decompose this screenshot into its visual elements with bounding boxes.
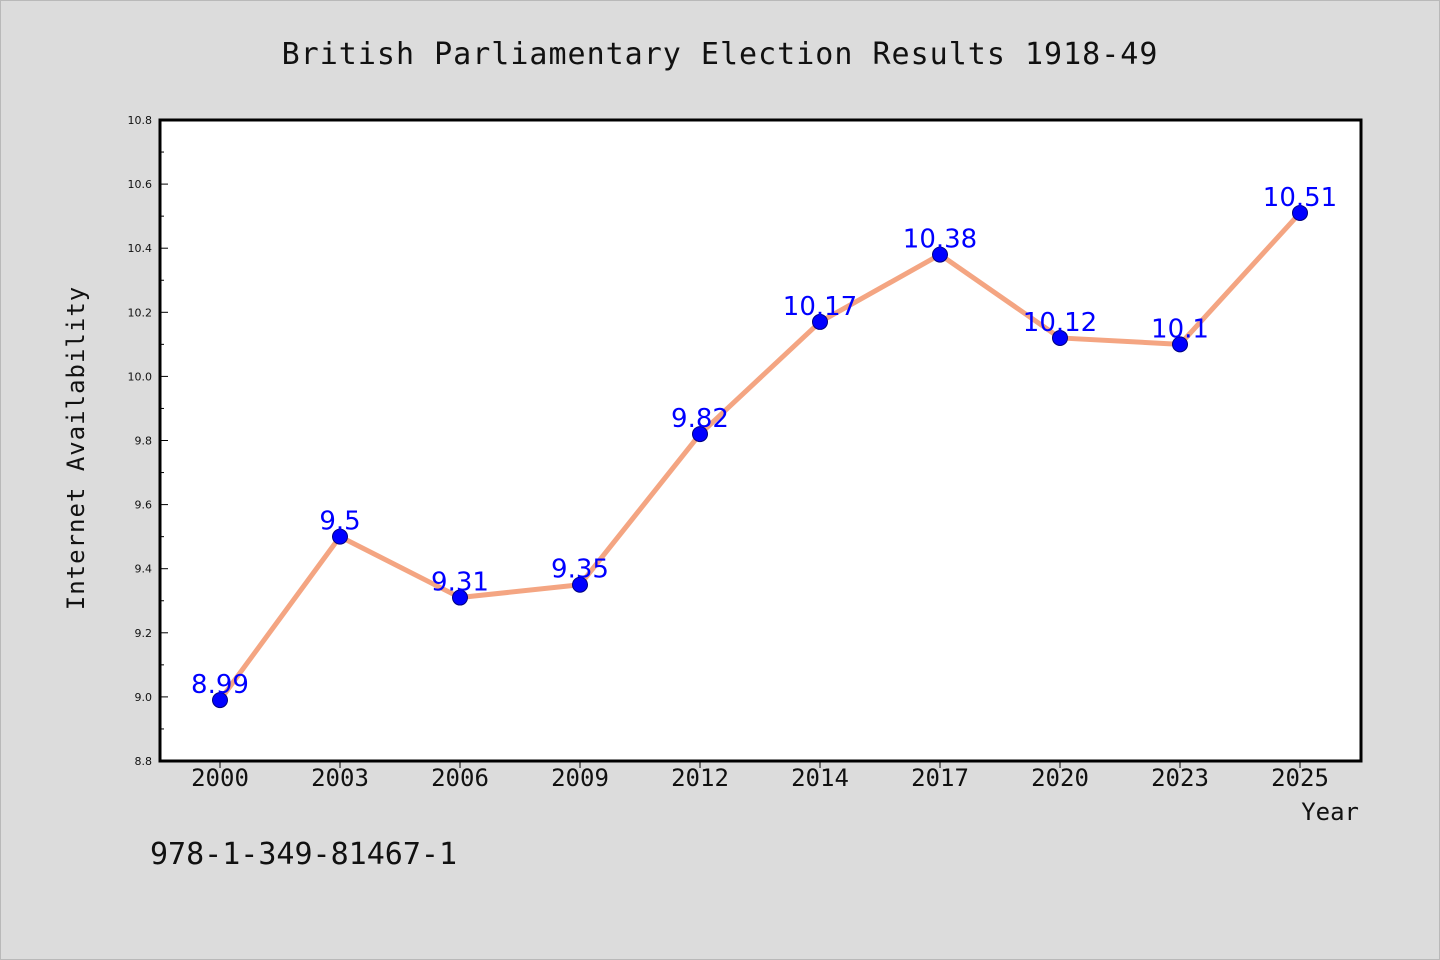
- data-point: [1292, 204, 1308, 221]
- data-point: [932, 246, 948, 263]
- data-label: 10.17: [783, 292, 857, 322]
- y-tick-label: 9.2: [135, 627, 153, 640]
- data-label: 9.31: [431, 568, 489, 598]
- data-point: [212, 692, 228, 709]
- series-markers: [212, 204, 1308, 709]
- series-polyline: [217, 211, 1302, 702]
- data-label: 9.82: [671, 404, 729, 434]
- data-point: [572, 576, 588, 593]
- y-tick-label: 8.8: [135, 755, 153, 768]
- x-tick-label: 2003: [311, 764, 369, 792]
- x-tick-label: 2006: [431, 764, 489, 792]
- x-axis-label: Year: [1301, 798, 1359, 826]
- x-tick-label: 2012: [671, 764, 729, 792]
- x-axis: 2000 2003 2006 2009 2012 2014 2017 2020 2023 2025: [191, 761, 1329, 792]
- y-tick-label: 10.0: [128, 370, 153, 383]
- y-axis: 8.8 9.0 9.2 9.4 9.6 9.8 10.0 10.2 10.4 10.6 10.8: [128, 114, 168, 768]
- x-tick-label: 2014: [791, 764, 849, 792]
- x-tick-label: 2025: [1271, 764, 1329, 792]
- x-tick-label: 2020: [1031, 764, 1089, 792]
- y-tick-label: 10.2: [128, 306, 153, 319]
- data-label: 10.51: [1263, 183, 1337, 213]
- data-point: [332, 528, 348, 545]
- data-label: 10.1: [1151, 314, 1209, 344]
- x-tick-label: 2009: [551, 764, 609, 792]
- isbn-annotation: 978-1-349-81467-1: [150, 837, 457, 872]
- y-tick-label: 10.4: [128, 242, 153, 255]
- y-tick-label: 9.0: [135, 691, 153, 704]
- data-labels: 8.99 9.5 9.31 9.35 9.82 10.17 10.38 10.12 10.1 10…: [191, 183, 1337, 700]
- series-line: [217, 211, 1302, 702]
- data-label: 9.5: [319, 507, 360, 537]
- y-tick-label: 9.8: [135, 435, 153, 448]
- data-label: 10.38: [903, 225, 977, 255]
- data-label: 8.99: [191, 670, 249, 700]
- data-point: [692, 426, 708, 443]
- data-point: [812, 313, 828, 330]
- y-tick-label: 9.4: [135, 563, 153, 576]
- y-axis-label: Internet Availability: [62, 286, 90, 610]
- y-tick-label: 9.6: [135, 499, 153, 512]
- data-label: 10.12: [1023, 308, 1097, 338]
- x-tick-label: 2000: [191, 764, 249, 792]
- plot-area: [158, 118, 1363, 763]
- data-point: [1052, 329, 1068, 346]
- data-point: [1172, 336, 1188, 353]
- x-tick-label: 2017: [911, 764, 969, 792]
- y-tick-label: 10.6: [128, 178, 153, 191]
- data-label: 9.35: [551, 555, 609, 585]
- x-tick-label: 2023: [1151, 764, 1209, 792]
- y-tick-label: 10.8: [128, 114, 153, 127]
- chart-title: British Parliamentary Election Results 1…: [282, 37, 1159, 72]
- data-point: [452, 589, 468, 606]
